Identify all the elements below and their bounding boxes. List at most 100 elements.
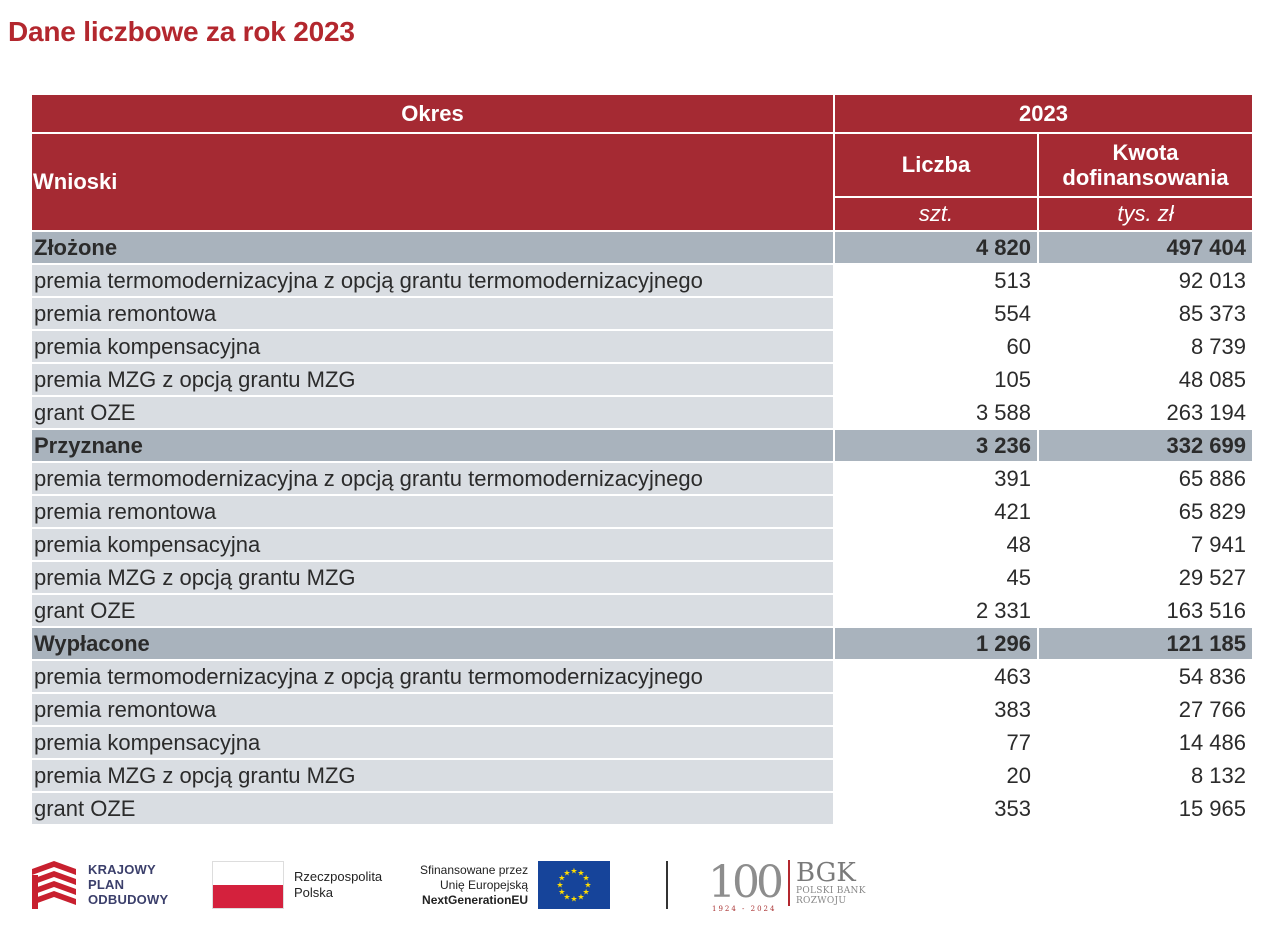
row-label: grant OZE [30,395,835,430]
table-row: premia kompensacyjna 77 14 486 [30,725,1255,760]
header-period: Okres [30,93,835,134]
table-group-row: Przyznane 3 236 332 699 [30,428,1255,463]
table-row: premia MZG z opcją grantu MZG 20 8 132 [30,758,1255,793]
eu-flag-icon: ★ ★ ★ ★ ★ ★ ★ ★ ★ ★ ★ ★ [538,861,611,909]
kpo-line: KRAJOWY [88,861,156,877]
eu-star: ★ [563,868,570,877]
table-body: Złożone 4 820 497 404 premia termomoderniza… [30,230,1255,826]
row-amount: 15 965 [1036,791,1255,826]
eu-star: ★ [570,867,577,876]
header-count: Liczba [833,132,1039,198]
row-label: grant OZE [30,593,835,628]
row-label: premia remontowa [30,692,835,727]
row-amount: 54 836 [1036,659,1255,694]
row-count: 383 [833,692,1039,727]
row-label: premia termomodernizacyjna z opcją grant… [30,461,835,496]
table-row: premia MZG z opcją grantu MZG 105 48 085 [30,362,1255,397]
eu-star: ★ [563,893,570,902]
header-amount: Kwota dofinansowania [1036,132,1255,198]
eu-line: Unię Europejską [440,877,529,892]
row-label: premia kompensacyjna [30,725,835,760]
row-count: 45 [833,560,1039,595]
unit-count: szt. [833,196,1039,232]
row-count: 353 [833,791,1039,826]
rp-line: Rzeczpospolita [294,869,383,884]
header-amount-line1: Kwota [1112,139,1179,165]
bgk-name: BGK [795,857,856,888]
eu-line: Sfinansowane przez [420,862,529,877]
row-label: premia MZG z opcją grantu MZG [30,362,835,397]
row-count: 554 [833,296,1039,331]
row-count: 60 [833,329,1039,364]
unit-amount: tys. zł [1036,196,1255,232]
row-count: 2 331 [833,593,1039,628]
row-amount: 14 486 [1036,725,1255,760]
row-amount: 263 194 [1036,395,1255,430]
bgk-logo-icon: 100 1924 - 2024 BGK POLSKI BANK ROZWOJU [708,857,866,913]
row-count: 48 [833,527,1039,562]
kpo-logo-icon [32,861,78,909]
row-count: 421 [833,494,1039,529]
row-amount: 332 699 [1036,428,1255,463]
row-count: 3 236 [833,428,1039,463]
row-amount: 8 739 [1036,329,1255,364]
page-title: Dane liczbowe za rok 2023 [8,16,355,47]
eu-star: ★ [558,888,565,897]
eu-star: ★ [558,874,565,883]
table-row: premia termomodernizacyjna z opcją grant… [30,461,1255,496]
row-label: premia MZG z opcją grantu MZG [30,758,835,793]
header-amount-line2: dofinansowania [1062,165,1229,190]
table-row: premia remontowa 554 85 373 [30,296,1255,331]
bgk-100: 100 1924 - 2024 [708,857,784,913]
eu-text: Sfinansowane przez Unię Europejską NextG… [420,863,528,908]
data-table: Okres 2023 Wnioski Liczba Kwota dofinans… [30,93,1255,826]
footer-separator [666,861,668,909]
header-row-label: Wnioski [30,132,835,232]
eu-star: ★ [577,893,584,902]
row-amount: 65 886 [1036,461,1255,496]
bgk-divider [787,859,790,906]
table-row: premia remontowa 383 27 766 [30,692,1255,727]
row-amount: 121 185 [1036,626,1255,661]
table-group-row: Złożone 4 820 497 404 [30,230,1255,265]
row-label: premia MZG z opcją grantu MZG [30,560,835,595]
table-row: grant OZE 353 15 965 [30,791,1255,826]
eu-star: ★ [570,895,577,904]
eu-star: ★ [583,888,590,897]
row-label: premia kompensacyjna [30,329,835,364]
row-label: Złożone [30,230,835,265]
table-header-row-columns: Wnioski Liczba Kwota dofinansowania [30,132,1255,232]
row-amount: 7 941 [1036,527,1255,562]
row-amount: 497 404 [1036,230,1255,265]
row-amount: 92 013 [1036,263,1255,298]
table-row: grant OZE 2 331 163 516 [30,593,1255,628]
kpo-line: ODBUDOWY [88,891,169,907]
row-amount: 85 373 [1036,296,1255,331]
rp-text: Rzeczpospolita Polska [294,869,382,901]
footer-logos: KRAJOWY PLAN ODBUDOWY Rzeczpospolita Pol… [0,855,1280,915]
row-amount: 65 829 [1036,494,1255,529]
eu-star: ★ [577,868,584,877]
row-count: 105 [833,362,1039,397]
row-count: 1 296 [833,626,1039,661]
row-amount: 163 516 [1036,593,1255,628]
row-amount: 48 085 [1036,362,1255,397]
row-count: 77 [833,725,1039,760]
kpo-text: KRAJOWY PLAN ODBUDOWY [88,862,168,907]
table-group-row: Wypłacone 1 296 121 185 [30,626,1255,661]
header-year: 2023 [832,93,1255,134]
eu-logo: Sfinansowane przez Unię Europejską NextG… [420,861,611,909]
table-row: grant OZE 3 588 263 194 [30,395,1255,430]
bgk-sub-line: ROZWOJU [795,895,847,906]
bgk-sub-line: POLSKI BANK [795,885,866,896]
row-label: grant OZE [30,791,835,826]
row-amount: 29 527 [1036,560,1255,595]
row-label: premia termomodernizacyjna z opcją grant… [30,263,835,298]
row-label: premia remontowa [30,494,835,529]
eu-star: ★ [584,881,591,890]
table-header-row-units: szt. tys. zł [31,196,1255,232]
polish-flag-icon [212,861,284,909]
row-count: 20 [833,758,1039,793]
row-count: 3 588 [833,395,1039,430]
row-count: 513 [833,263,1039,298]
